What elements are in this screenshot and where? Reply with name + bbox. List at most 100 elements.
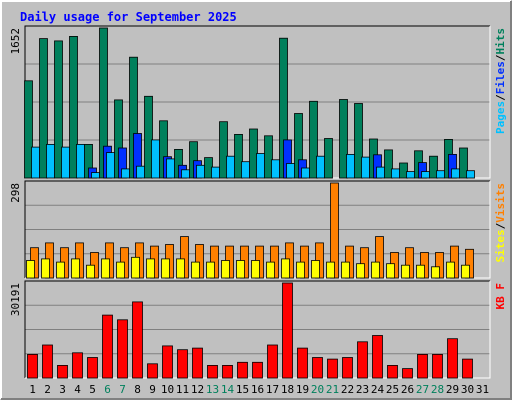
x-tick-label-day-29: 29	[446, 383, 459, 396]
panel-border-top-left	[24, 280, 490, 378]
panel-legend: Pages/Files/Hits	[494, 28, 507, 134]
bar-hits-day-1	[24, 80, 33, 179]
chart-panels: 1652Pages/Files/Hits298Sites/Visits30191…	[9, 25, 507, 379]
bar-sites-day-7	[116, 261, 125, 279]
bar-pages-day-10	[166, 158, 175, 179]
panel-max-label: 1652	[9, 28, 22, 55]
bar-sites-day-12	[191, 261, 200, 279]
bar-pages-day-29	[451, 168, 460, 179]
bar-pages-day-2	[46, 143, 55, 179]
x-tick-label-day-9: 9	[149, 383, 156, 396]
x-tick-label-day-15: 15	[236, 383, 249, 396]
bar-kbytes-day-12	[192, 347, 203, 379]
x-tick-label-day-7: 7	[119, 383, 126, 396]
bar-kbytes-day-4	[72, 352, 83, 379]
bar-sites-day-13	[206, 261, 215, 279]
bar-sites-day-22	[341, 261, 350, 279]
bar-hits-day-14	[219, 121, 228, 179]
bar-pages-day-25	[391, 168, 400, 179]
bar-pages-day-28	[436, 170, 445, 179]
bar-sites-day-1	[26, 260, 35, 279]
bar-hits-day-28	[429, 155, 438, 179]
x-tick-label-day-14: 14	[221, 383, 235, 396]
bar-pages-day-15	[241, 161, 250, 179]
bar-kbytes-day-19	[297, 347, 308, 379]
bar-pages-day-23	[361, 156, 370, 179]
bar-sites-day-26	[401, 264, 410, 279]
bar-sites-day-11	[176, 258, 185, 279]
bar-sites-day-9	[146, 258, 155, 279]
bar-kbytes-day-9	[147, 363, 158, 379]
x-tick-label-day-4: 4	[74, 383, 81, 396]
bar-kbytes-day-27	[417, 353, 428, 379]
bar-pages-day-17	[271, 159, 280, 179]
x-tick-label-day-3: 3	[59, 383, 66, 396]
bar-pages-day-11	[181, 169, 190, 179]
bar-hits-day-30	[459, 147, 468, 179]
bar-kbytes-day-5	[87, 357, 98, 379]
bar-pages-day-7	[121, 168, 130, 179]
bar-sites-day-21	[326, 261, 335, 279]
bar-sites-day-14	[221, 260, 230, 279]
x-axis-day-labels: 1 2 3 4 5 6 7 8 9 10 11 12 13 14 15 16 17 18 19 20 21 22 23 24 2…	[29, 383, 489, 396]
bar-pages-day-1	[31, 146, 40, 179]
bar-sites-day-5	[86, 264, 95, 279]
panel-legend: KB F	[494, 283, 507, 310]
bar-sites-day-4	[71, 258, 80, 279]
bar-kbytes-day-24	[372, 335, 383, 379]
bar-kbytes-day-16	[252, 361, 263, 379]
bar-pages-day-26	[406, 171, 415, 179]
bar-hits-day-2	[39, 38, 48, 179]
bar-kbytes-day-29	[447, 338, 458, 379]
x-tick-label-day-16: 16	[251, 383, 264, 396]
bar-kbytes-day-21	[327, 358, 338, 379]
bar-kbytes-day-11	[177, 349, 188, 379]
bar-sites-day-6	[101, 258, 110, 279]
bar-sites-day-18	[281, 258, 290, 279]
x-tick-label-day-17: 17	[266, 383, 279, 396]
bar-pages-day-5	[91, 172, 100, 179]
x-tick-label-day-1: 1	[29, 383, 36, 396]
bar-pages-day-6	[106, 152, 115, 179]
bar-kbytes-day-17	[267, 344, 278, 379]
x-tick-label-day-21: 21	[326, 383, 339, 396]
bar-kbytes-day-14	[222, 364, 233, 379]
bar-hits-day-4	[69, 36, 78, 179]
bar-kbytes-day-6	[102, 314, 113, 379]
bar-pages-day-24	[376, 166, 385, 179]
panel-visits-sites: 298 Sites/Visits	[9, 180, 507, 279]
bar-sites-day-24	[371, 261, 380, 279]
bar-sites-day-30	[461, 264, 470, 279]
bar-pages-day-27	[421, 171, 430, 179]
bar-kbytes-day-3	[57, 364, 68, 379]
bar-pages-day-13	[211, 166, 220, 179]
bar-hits-day-23	[354, 103, 363, 179]
bar-pages-day-12	[196, 164, 205, 179]
bar-pages-day-20	[316, 155, 325, 179]
legend-entry-visits: Visits	[494, 183, 507, 223]
legend-separator: /	[494, 94, 507, 101]
bar-kbytes-day-22	[342, 357, 353, 379]
panel-legend: Sites/Visits	[494, 183, 507, 263]
bar-sites-day-25	[386, 263, 395, 279]
bar-kbytes-day-13	[207, 364, 218, 379]
bar-pages-day-18	[286, 163, 295, 179]
x-tick-label-day-26: 26	[401, 383, 414, 396]
bar-sites-day-29	[446, 261, 455, 279]
x-tick-label-day-11: 11	[176, 383, 189, 396]
bar-pages-day-8	[136, 165, 145, 179]
chart-title: Daily usage for September 2025	[20, 10, 237, 24]
bar-kbytes-day-23	[357, 341, 368, 379]
bar-sites-day-28	[431, 266, 440, 279]
bar-hits-day-25	[384, 149, 393, 179]
legend-entry-files: Files	[494, 61, 507, 94]
x-tick-label-day-27: 27	[416, 383, 429, 396]
bar-hits-day-22	[339, 99, 348, 179]
bar-kbytes-day-18	[282, 282, 293, 379]
legend-entry-sites: Sites	[494, 229, 507, 262]
bar-sites-day-19	[296, 261, 305, 279]
bar-pages-day-22	[346, 153, 355, 179]
panel-max-label: 298	[9, 183, 22, 203]
bar-kbytes-day-15	[237, 361, 248, 379]
